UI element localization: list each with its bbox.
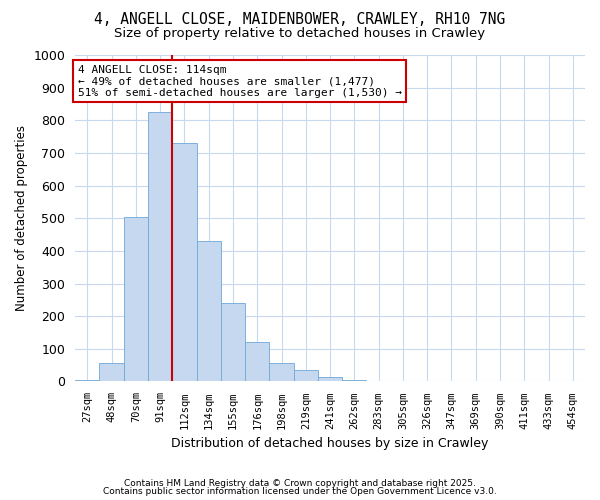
Text: 4, ANGELL CLOSE, MAIDENBOWER, CRAWLEY, RH10 7NG: 4, ANGELL CLOSE, MAIDENBOWER, CRAWLEY, R… (94, 12, 506, 28)
Text: Contains HM Land Registry data © Crown copyright and database right 2025.: Contains HM Land Registry data © Crown c… (124, 478, 476, 488)
Bar (269, 364, 293, 382)
Text: Size of property relative to detached houses in Crawley: Size of property relative to detached ho… (115, 28, 485, 40)
Bar (245, 342, 269, 382)
Bar (318, 376, 342, 382)
Y-axis label: Number of detached properties: Number of detached properties (15, 125, 28, 311)
Text: 4 ANGELL CLOSE: 114sqm
← 49% of detached houses are smaller (1,477)
51% of semi-: 4 ANGELL CLOSE: 114sqm ← 49% of detached… (78, 65, 402, 98)
Bar (75, 380, 100, 382)
Bar (221, 303, 245, 382)
Bar (148, 112, 172, 382)
Bar (124, 216, 148, 382)
Bar (197, 241, 221, 382)
X-axis label: Distribution of detached houses by size in Crawley: Distribution of detached houses by size … (172, 437, 489, 450)
Bar (100, 364, 124, 382)
Text: Contains public sector information licensed under the Open Government Licence v3: Contains public sector information licen… (103, 487, 497, 496)
Bar (342, 380, 367, 382)
Bar (172, 143, 197, 382)
Bar (293, 370, 318, 382)
